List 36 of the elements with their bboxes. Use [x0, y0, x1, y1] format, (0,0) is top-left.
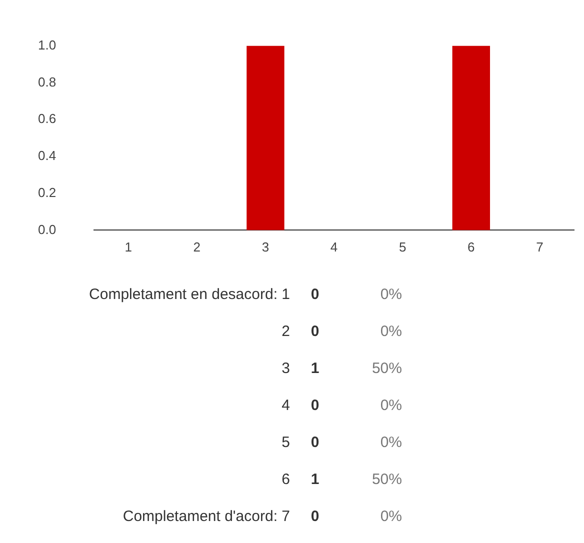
x-tick-label: 2	[193, 240, 201, 255]
text: 1	[310, 360, 320, 377]
category-label: 1	[310, 471, 320, 488]
y-tick-label: 0.8	[38, 74, 56, 90]
category-label: 5	[282, 434, 290, 451]
category-label: 4	[282, 397, 290, 414]
category-label: 7	[282, 508, 290, 525]
x-tick-label: 3	[262, 240, 270, 255]
x-tick-label: 6	[468, 240, 475, 255]
text: Completament en desacord:	[89, 286, 278, 303]
x-tick-label: 7	[536, 240, 544, 255]
category-label: 2	[282, 323, 290, 340]
category-label: 3	[282, 360, 290, 377]
text: 0	[310, 397, 320, 414]
text: 0	[310, 323, 320, 340]
x-tick-label: 4	[330, 240, 338, 255]
y-tick-label: 1.0	[38, 37, 56, 52]
text: 0	[310, 286, 320, 303]
text: 0	[310, 508, 320, 525]
text: Completament d'acord:	[122, 508, 278, 525]
text: 0	[310, 434, 320, 451]
text: 0%	[379, 397, 402, 414]
x-tick-label: 1	[124, 240, 132, 255]
text: 0%	[379, 286, 402, 303]
category-label: 6	[282, 471, 290, 488]
text: 50%	[370, 360, 402, 377]
y-tick-label: 0.0	[38, 222, 56, 237]
y-tick-label: 0.6	[38, 111, 56, 126]
y-tick-label: 0.2	[38, 184, 56, 200]
text: 0%	[379, 434, 402, 451]
x-tick-label: 5	[398, 240, 406, 255]
text: 50%	[370, 471, 402, 488]
text: 0%	[379, 508, 402, 525]
text: 0%	[379, 323, 402, 340]
text: 1	[282, 286, 290, 303]
y-tick-label: 0.4	[38, 148, 56, 164]
